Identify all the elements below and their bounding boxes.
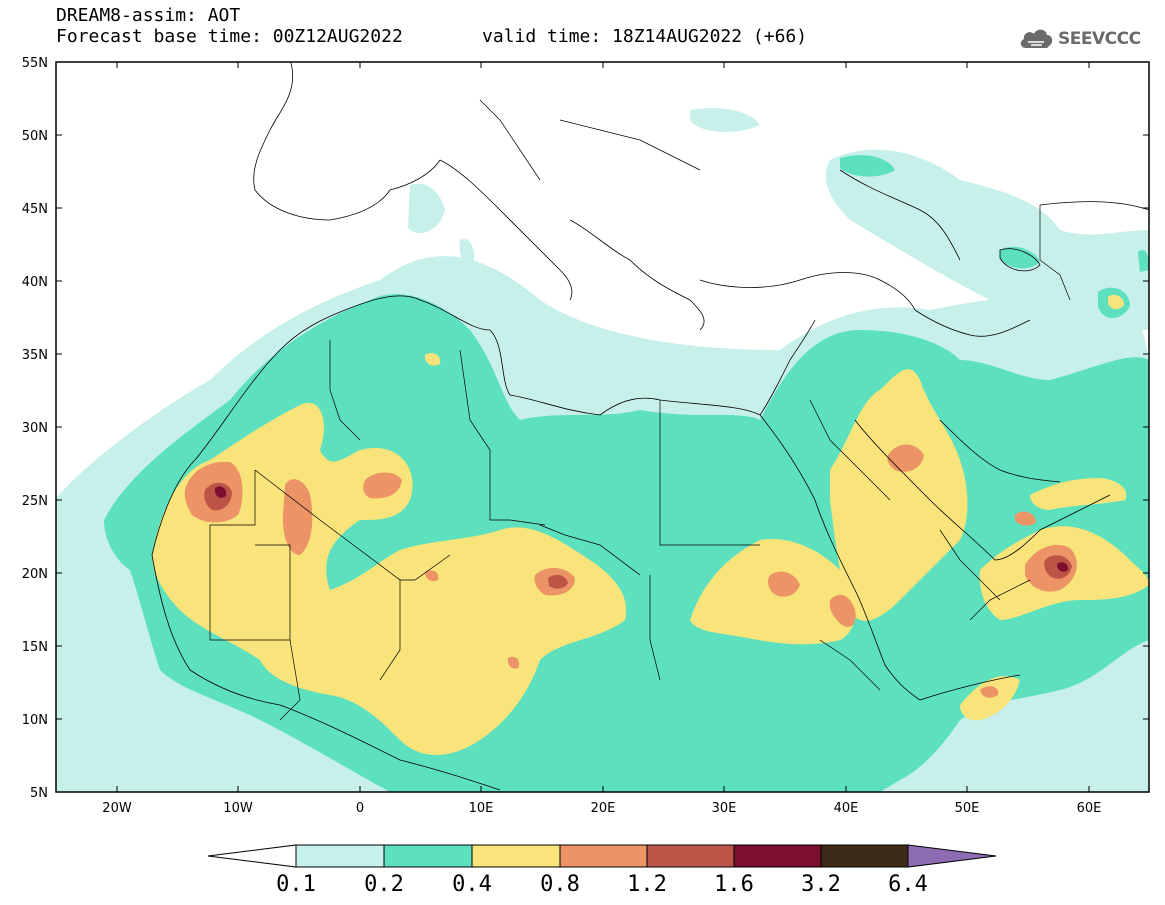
colorbar-segment <box>559 844 648 868</box>
lon-ticks <box>116 62 1090 792</box>
map-title: DREAM8-assim: AOT <box>56 5 241 26</box>
lat-label: 45N <box>22 202 48 217</box>
lon-label: 20E <box>591 801 616 816</box>
lat-label: 50N <box>22 129 48 144</box>
colorbar-label: 0.2 <box>364 872 404 897</box>
lon-label: 50E <box>955 801 980 816</box>
colorbar-over-arrow <box>907 844 997 868</box>
colorbar-under-arrow <box>207 844 297 868</box>
colorbar-label: 1.6 <box>714 872 754 897</box>
lat-label: 10N <box>22 713 48 728</box>
lon-labels: 20W 10W 0 10E 20E 30E 40E 50E 60E <box>102 801 1101 816</box>
lon-label: 20W <box>102 801 132 816</box>
colorbar-label: 6.4 <box>888 872 928 897</box>
colorbar-label: 0.1 <box>276 872 316 897</box>
seevccc-logo: SEEVCCC <box>1018 26 1141 52</box>
colorbar-segment <box>733 844 822 868</box>
aot-field <box>56 108 1149 792</box>
lon-label: 10W <box>223 801 253 816</box>
aot-level-0-8 <box>184 444 1077 698</box>
lat-label: 25N <box>22 494 48 509</box>
colorbar-segment <box>295 844 385 868</box>
lat-label: 55N <box>22 56 48 71</box>
forecast-base-time: Forecast base time: 00Z12AUG2022 <box>56 26 403 47</box>
colorbar-label: 1.2 <box>627 872 667 897</box>
lon-label: 0 <box>356 801 364 816</box>
lon-label: 60E <box>1077 801 1102 816</box>
colorbar-label: 3.2 <box>801 872 841 897</box>
colorbar-segment <box>471 844 561 868</box>
cloud-icon <box>1020 29 1053 48</box>
lat-label: 30N <box>22 421 48 436</box>
lat-label: 20N <box>22 567 48 582</box>
lat-label: 40N <box>22 275 48 290</box>
colorbar-segment <box>383 844 473 868</box>
logo-text: SEEVCCC <box>1058 29 1141 49</box>
colorbar-segment <box>820 844 909 868</box>
lon-label: 10E <box>469 801 494 816</box>
lat-label: 35N <box>22 348 48 363</box>
lat-ticks <box>56 61 1149 720</box>
lat-labels: 55N 50N 45N 40N 35N 30N 25N 20N 15N 10N … <box>22 56 48 801</box>
aot-level-1-6 <box>214 486 1069 572</box>
colorbar-label: 0.4 <box>452 872 492 897</box>
lon-label: 40E <box>834 801 859 816</box>
colorbar-segment <box>646 844 735 868</box>
lat-label: 15N <box>22 640 48 655</box>
lon-label: 30E <box>712 801 737 816</box>
colorbar <box>207 844 997 868</box>
coastlines <box>151 62 1149 791</box>
country-borders <box>209 99 1071 721</box>
lat-label: 5N <box>30 786 48 801</box>
colorbar-label: 0.8 <box>540 872 580 897</box>
valid-time: valid time: 18Z14AUG2022 (+66) <box>482 26 808 47</box>
